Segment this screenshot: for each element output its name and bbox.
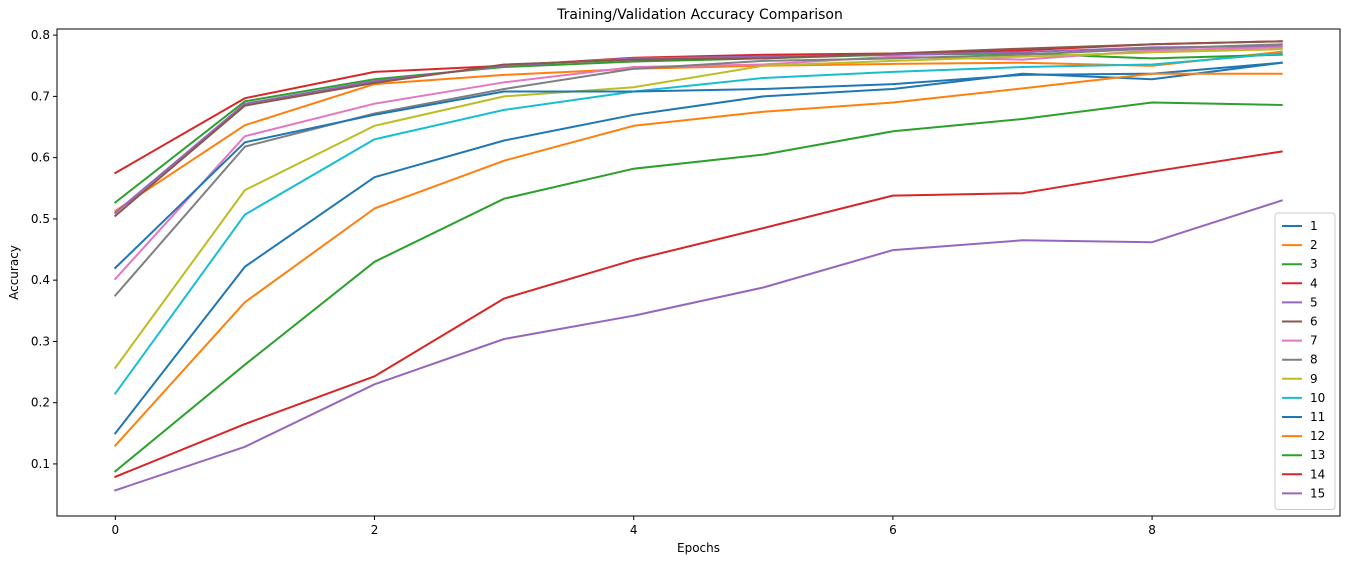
legend-label: 5 — [1310, 295, 1318, 309]
plot-frame — [56, 28, 1341, 517]
x-tick-label: 4 — [630, 523, 638, 537]
x-tick-label: 6 — [889, 523, 897, 537]
series-line-15 — [114, 199, 1283, 492]
x-tick-label: 8 — [1148, 523, 1156, 537]
legend-label: 15 — [1310, 486, 1325, 500]
series-line-13 — [113, 101, 1283, 473]
series-line-14 — [113, 150, 1283, 479]
legend-label: 7 — [1310, 334, 1318, 348]
series-line-6 — [113, 40, 1283, 218]
y-tick-label: 0.1 — [31, 457, 50, 471]
legend-label: 6 — [1310, 315, 1318, 329]
series-line-8 — [113, 43, 1283, 297]
x-axis-label: Epochs — [677, 541, 720, 555]
legend-label: 14 — [1310, 467, 1325, 481]
tick-layer: 0 2 4 6 8 0.1 0.2 0.3 0.4 0.5 0.6 0.7 0.8 — [31, 28, 1156, 537]
series-line-10 — [113, 52, 1283, 395]
series-line-12 — [113, 72, 1283, 448]
y-tick-label: 0.7 — [31, 89, 50, 103]
legend-label: 1 — [1310, 219, 1318, 233]
legend-label: 13 — [1310, 448, 1325, 462]
legend-label: 4 — [1310, 276, 1318, 290]
x-tick-label: 0 — [111, 523, 119, 537]
legend-label: 8 — [1310, 353, 1318, 367]
series-line-9 — [113, 48, 1283, 370]
y-tick-label: 0.5 — [31, 212, 50, 226]
series-layer — [113, 40, 1283, 492]
series-line-11 — [113, 61, 1283, 270]
series-line-1 — [113, 61, 1283, 435]
legend-label: 9 — [1310, 372, 1318, 386]
series-line-4 — [113, 40, 1283, 175]
legend-label: 12 — [1310, 429, 1325, 443]
series-line-5 — [113, 45, 1283, 215]
legend-label: 11 — [1310, 410, 1325, 424]
y-tick-label: 0.8 — [31, 28, 50, 42]
y-tick-label: 0.4 — [31, 273, 50, 287]
y-tick-label: 0.2 — [31, 396, 50, 410]
y-tick-label: 0.3 — [31, 334, 50, 348]
chart-title: Training/Validation Accuracy Comparison — [556, 7, 843, 23]
x-tick-label: 2 — [371, 523, 379, 537]
legend-label: 3 — [1310, 257, 1318, 271]
y-tick-label: 0.6 — [31, 151, 50, 165]
y-axis-label: Accuracy — [7, 245, 21, 300]
legend-label: 10 — [1310, 391, 1325, 405]
series-line-2 — [113, 50, 1283, 213]
legend-label: 2 — [1310, 238, 1318, 252]
legend-box — [1274, 212, 1336, 510]
